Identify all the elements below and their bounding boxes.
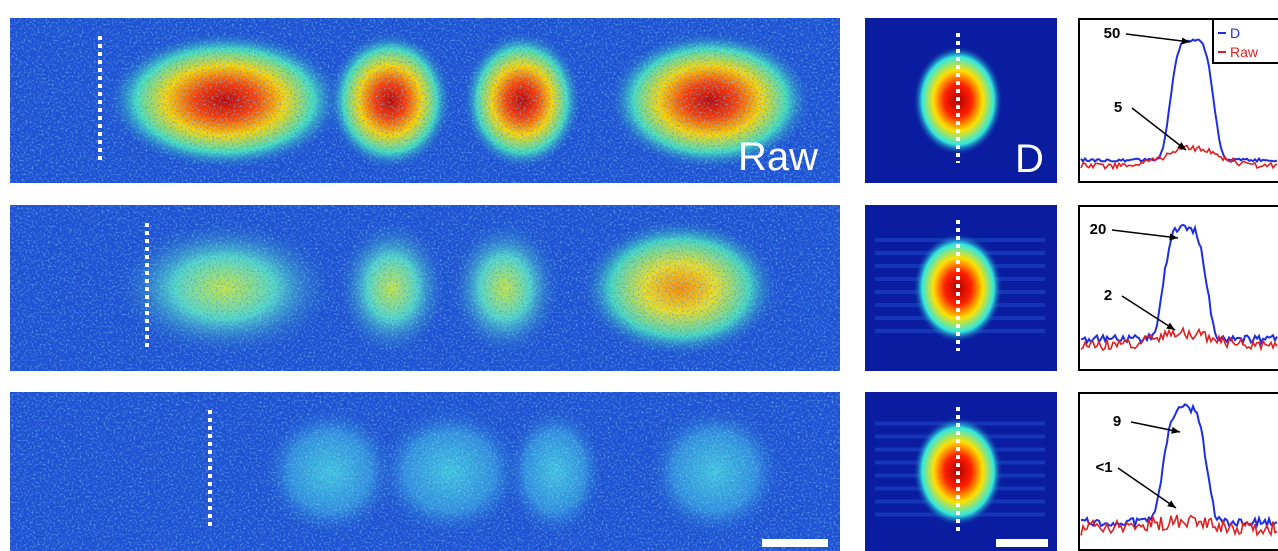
legend: D Raw <box>1213 19 1278 63</box>
scale-bar <box>996 539 1048 547</box>
speckle-dark <box>10 18 840 183</box>
figure: 50 5 20 2 9 <1 Raw D D Raw <box>0 0 1278 551</box>
legend-label: Raw <box>1230 44 1259 60</box>
annotation: 20 <box>1090 221 1107 238</box>
annotation: 2 <box>1104 287 1112 304</box>
panels: 50 5 20 2 9 <1 <box>10 18 1278 551</box>
annotation: 5 <box>1114 99 1122 116</box>
d-label: D <box>1015 137 1044 181</box>
page: {"rows": [ {"raw_label": "Raw", "d_label… <box>0 0 1278 551</box>
annotation: 50 <box>1104 25 1121 42</box>
speckle-dark <box>10 392 840 551</box>
speckle-dark <box>10 205 840 371</box>
annotation: <1 <box>1095 459 1112 476</box>
scale-bar <box>762 539 828 547</box>
annotation: 9 <box>1113 413 1121 430</box>
legend-label: D <box>1230 25 1240 41</box>
raw-label: Raw <box>738 135 818 179</box>
